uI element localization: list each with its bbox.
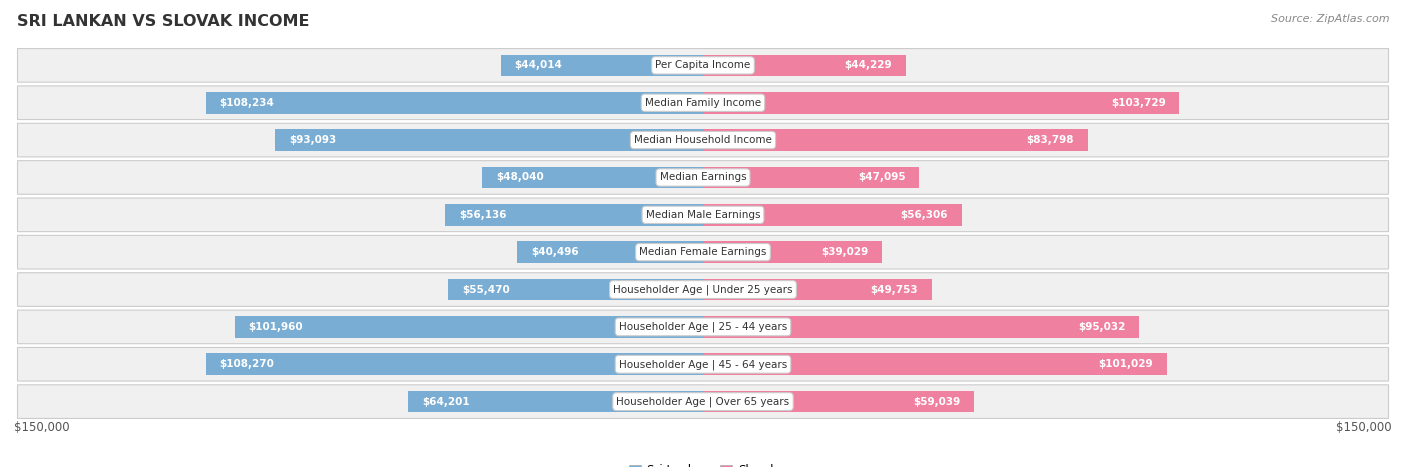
Text: Median Earnings: Median Earnings [659,172,747,183]
FancyBboxPatch shape [17,198,1389,232]
Text: Median Household Income: Median Household Income [634,135,772,145]
Text: Householder Age | 45 - 64 years: Householder Age | 45 - 64 years [619,359,787,369]
Text: $56,306: $56,306 [900,210,948,220]
Bar [501,55,703,76]
Bar [703,391,974,412]
Bar [703,204,962,226]
Bar [446,204,703,226]
Bar [703,55,905,76]
Text: Median Female Earnings: Median Female Earnings [640,247,766,257]
Text: Householder Age | 25 - 44 years: Householder Age | 25 - 44 years [619,322,787,332]
Text: $44,229: $44,229 [845,60,893,71]
Text: $93,093: $93,093 [290,135,336,145]
Bar [703,316,1139,338]
Bar [517,241,703,263]
FancyBboxPatch shape [17,385,1389,418]
Bar [703,241,882,263]
Bar [205,92,703,113]
Text: $95,032: $95,032 [1078,322,1126,332]
Text: Householder Age | Under 25 years: Householder Age | Under 25 years [613,284,793,295]
FancyBboxPatch shape [17,273,1389,306]
FancyBboxPatch shape [17,347,1389,381]
FancyBboxPatch shape [17,49,1389,82]
Text: SRI LANKAN VS SLOVAK INCOME: SRI LANKAN VS SLOVAK INCOME [17,14,309,29]
Text: $59,039: $59,039 [912,396,960,407]
Text: $103,729: $103,729 [1111,98,1166,108]
Text: $49,753: $49,753 [870,284,918,295]
Bar [205,354,703,375]
Bar [276,129,703,151]
Bar [235,316,703,338]
Bar [703,129,1088,151]
Bar [703,279,932,300]
Text: $150,000: $150,000 [14,421,70,434]
Bar [703,167,920,188]
Text: $101,029: $101,029 [1098,359,1153,369]
Bar [482,167,703,188]
Text: Median Family Income: Median Family Income [645,98,761,108]
Text: $83,798: $83,798 [1026,135,1074,145]
Text: $108,234: $108,234 [219,98,274,108]
Text: $40,496: $40,496 [531,247,578,257]
FancyBboxPatch shape [17,161,1389,194]
FancyBboxPatch shape [17,310,1389,344]
Bar [449,279,703,300]
Bar [703,92,1180,113]
FancyBboxPatch shape [17,123,1389,157]
Text: $150,000: $150,000 [1336,421,1392,434]
Text: Median Male Earnings: Median Male Earnings [645,210,761,220]
Text: $56,136: $56,136 [458,210,506,220]
Text: $47,095: $47,095 [858,172,905,183]
Text: $39,029: $39,029 [821,247,869,257]
Bar [408,391,703,412]
Legend: Sri Lankan, Slovak: Sri Lankan, Slovak [624,459,782,467]
FancyBboxPatch shape [17,86,1389,120]
Text: $64,201: $64,201 [422,396,470,407]
FancyBboxPatch shape [17,235,1389,269]
Text: $101,960: $101,960 [249,322,304,332]
Text: $48,040: $48,040 [496,172,544,183]
Text: Householder Age | Over 65 years: Householder Age | Over 65 years [616,396,790,407]
Text: Source: ZipAtlas.com: Source: ZipAtlas.com [1271,14,1389,24]
Text: $108,270: $108,270 [219,359,274,369]
Text: Per Capita Income: Per Capita Income [655,60,751,71]
Text: $44,014: $44,014 [515,60,562,71]
Bar [703,354,1167,375]
Text: $55,470: $55,470 [463,284,510,295]
